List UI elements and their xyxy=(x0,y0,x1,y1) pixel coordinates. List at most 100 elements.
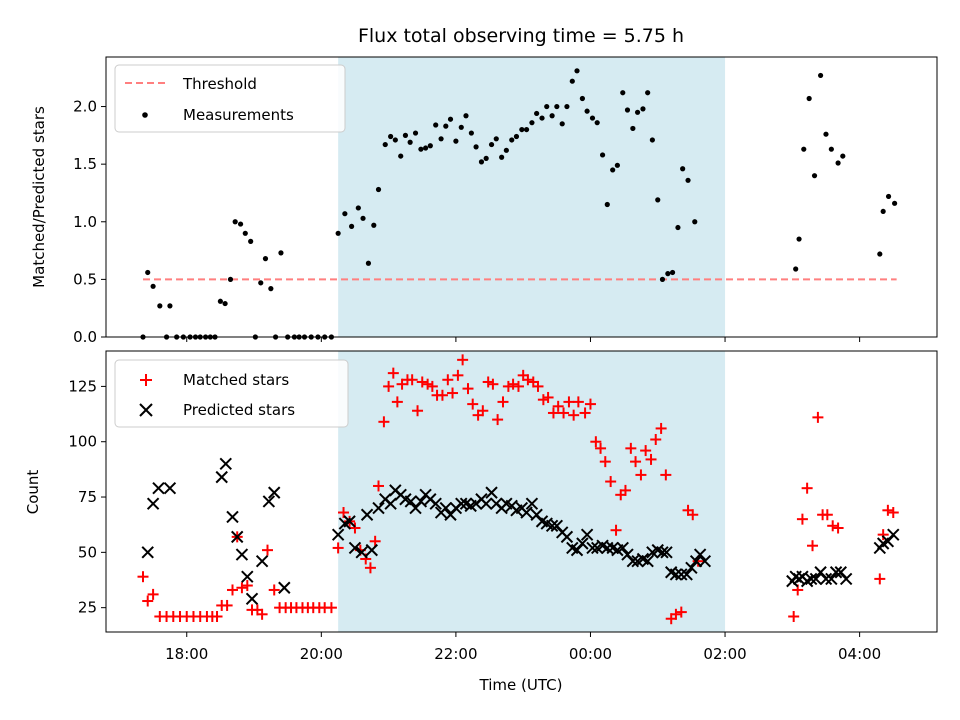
predicted-star-point xyxy=(576,537,589,550)
measurement-point xyxy=(167,303,173,309)
legend-predicted-swatch xyxy=(139,403,153,417)
matched-star-point xyxy=(502,380,514,392)
predicted-star-point xyxy=(680,568,693,581)
predicted-star-point xyxy=(479,497,493,510)
measurement-point xyxy=(569,78,575,84)
matched-star-point xyxy=(788,611,800,623)
measurement-point xyxy=(503,147,509,153)
y-tick-label: 1.5 xyxy=(73,155,97,173)
measurement-point xyxy=(473,144,479,150)
bottom-x-axis-ticks: 18:00 20:00 22:00 00:00 02:00 04:00 xyxy=(165,632,881,663)
measurement-point xyxy=(248,238,254,244)
bottom-legend-box xyxy=(114,359,349,428)
predicted-star-point xyxy=(825,572,838,586)
predicted-star-point xyxy=(809,572,823,586)
matched-star-point xyxy=(675,606,687,618)
predicted-star-point xyxy=(372,501,385,515)
y-tick-label: 0.0 xyxy=(73,328,97,346)
matched-star-point xyxy=(256,608,268,620)
measurement-point xyxy=(620,90,626,96)
predicted-star-point xyxy=(626,554,640,568)
matched-star-point xyxy=(416,376,428,388)
predicted-star-point xyxy=(152,481,165,495)
matched-star-point xyxy=(832,522,844,534)
x-tick-label: 20:00 xyxy=(300,645,343,663)
measurement-point xyxy=(427,143,433,149)
bottom-axes-frame xyxy=(105,350,938,633)
bottom-y-axis-title: Count xyxy=(24,470,42,515)
predicted-star-point xyxy=(255,554,269,568)
matched-star-point xyxy=(650,434,662,446)
measurement-point xyxy=(412,130,419,136)
measurement-point xyxy=(610,167,616,173)
measurement-point xyxy=(594,120,600,126)
measurement-point xyxy=(665,271,671,277)
y-tick-label: 75 xyxy=(78,488,97,506)
chart-title: Flux total observing time = 5.75 h xyxy=(358,25,684,47)
matched-star-point xyxy=(422,378,434,390)
predicted-star-point xyxy=(698,554,712,568)
matched-star-point xyxy=(227,584,239,596)
measurement-point xyxy=(649,137,655,143)
predicted-star-point xyxy=(141,546,154,559)
matched-star-point xyxy=(635,469,647,481)
measurement-point xyxy=(885,193,892,200)
x-axis-title: Time (UTC) xyxy=(479,676,563,694)
top-x-axis-ticks xyxy=(186,337,861,342)
legend-matched-swatch xyxy=(140,374,152,386)
matched-star-point xyxy=(563,396,575,408)
matched-star-point xyxy=(137,571,149,583)
measurement-point xyxy=(335,230,341,236)
predicted-star-point xyxy=(146,497,160,510)
measurement-point xyxy=(438,136,444,142)
measurement-point xyxy=(614,162,620,168)
measurement-point xyxy=(645,90,651,96)
measurement-point xyxy=(634,109,641,115)
matched-star-point xyxy=(268,584,280,596)
measurement-point xyxy=(443,123,449,129)
matched-star-point xyxy=(426,380,438,392)
measurement-point xyxy=(692,219,698,225)
matched-star-point xyxy=(497,396,509,408)
matched-star-point xyxy=(241,580,253,592)
measurement-point xyxy=(823,131,829,137)
legend-predicted-label: Predicted stars xyxy=(183,401,295,419)
predicted-star-point xyxy=(331,528,345,541)
matched-star-point xyxy=(655,422,667,434)
predicted-star-point xyxy=(384,497,397,510)
measurement-point xyxy=(539,115,545,121)
measurement-point xyxy=(554,103,560,110)
measurement-point xyxy=(880,208,886,215)
matched-star-point xyxy=(630,456,642,468)
measurement-point xyxy=(523,126,530,133)
y-tick-label: 0.5 xyxy=(73,270,97,288)
y-tick-label: 125 xyxy=(68,377,97,395)
matched-star-point xyxy=(221,599,233,611)
measurement-point xyxy=(675,224,681,231)
measurement-point xyxy=(348,223,355,229)
predicted-star-point xyxy=(404,495,418,508)
matched-star-point xyxy=(605,476,617,488)
top-y-axis-ticks: 0.0 0.5 1.0 1.5 2.0 xyxy=(73,98,106,346)
measurement-point xyxy=(669,269,676,276)
matched-star-point xyxy=(522,374,534,386)
matched-star-point xyxy=(512,380,524,392)
matched-star-point xyxy=(477,405,489,417)
matched-star-point xyxy=(482,376,494,388)
y-tick-label: 2.0 xyxy=(73,98,97,116)
matched-star-point xyxy=(547,407,559,419)
matched-star-point xyxy=(507,378,519,390)
top-axes-frame xyxy=(105,56,938,338)
measurement-point xyxy=(685,177,691,183)
measurement-point xyxy=(278,250,284,256)
measurement-point xyxy=(407,139,413,145)
predicted-star-point xyxy=(235,548,249,561)
predicted-star-point xyxy=(163,481,177,495)
measurement-point xyxy=(227,276,234,282)
measurements-series xyxy=(140,68,898,340)
measurement-point xyxy=(342,211,348,217)
matched-star-point xyxy=(338,507,350,519)
predicted-star-point xyxy=(693,548,707,561)
matched-star-point xyxy=(378,416,390,428)
